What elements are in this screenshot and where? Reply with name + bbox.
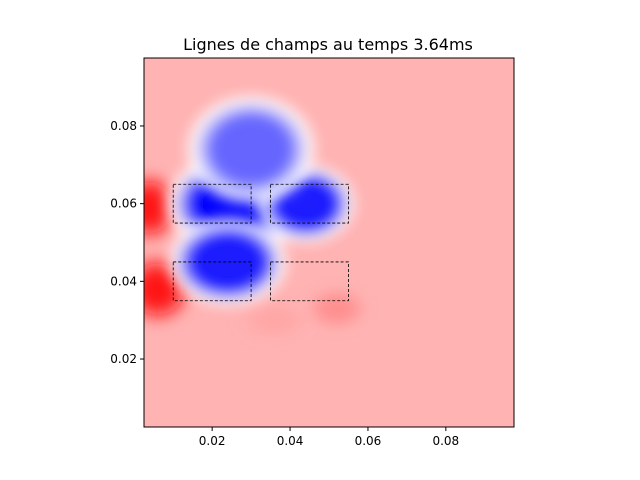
x-axis: 0.02 0.04 0.06 0.08 [199,427,459,448]
negative-field-blob [182,91,320,207]
y-tick-label: 0.06 [110,197,137,211]
y-tick-label: 0.04 [110,274,137,288]
negative-field-blob [164,214,291,310]
x-tick-label: 0.08 [432,434,459,448]
x-tick-label: 0.04 [277,434,304,448]
coil-rectangle [172,261,252,302]
coil-rectangle [270,261,349,302]
x-tick-label: 0.06 [355,434,382,448]
coil-rectangle [270,183,349,224]
y-tick-label: 0.08 [110,119,137,133]
axes-frame [143,57,515,428]
coil-rectangle [172,183,252,224]
chart-title: Lignes de champs au temps 3.64ms [183,35,473,54]
y-tick-label: 0.02 [110,352,137,366]
positive-field-blob [305,287,369,330]
x-tick-label: 0.02 [199,434,226,448]
positive-field-blob [237,299,312,342]
plot-area [144,58,514,427]
y-axis: 0.02 0.04 0.06 0.08 [110,119,144,366]
